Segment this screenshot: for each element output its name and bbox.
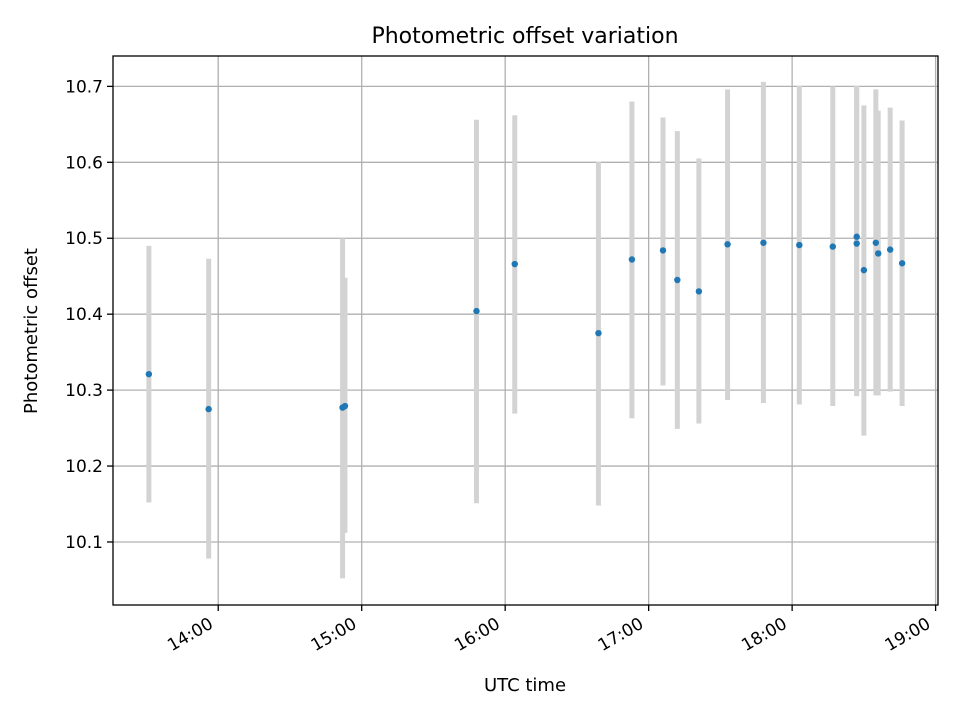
data-points xyxy=(145,233,906,413)
y-tick-label: 10.2 xyxy=(65,457,103,477)
data-point xyxy=(872,239,880,246)
data-point xyxy=(473,307,480,315)
data-point xyxy=(886,246,894,253)
data-point xyxy=(860,266,868,274)
data-point xyxy=(829,243,836,250)
plot-frame xyxy=(112,55,939,606)
y-tick-label: 10.3 xyxy=(65,381,103,401)
y-tick-label: 10.5 xyxy=(65,229,103,249)
data-point xyxy=(628,256,636,263)
data-point xyxy=(695,288,703,295)
y-tick-label: 10.4 xyxy=(65,305,103,325)
chart-title: Photometric offset variation xyxy=(371,24,678,49)
grid xyxy=(113,56,938,605)
data-point xyxy=(659,247,667,254)
y-tick-label: 10.1 xyxy=(65,533,103,553)
data-point xyxy=(853,233,860,240)
data-point xyxy=(341,402,349,410)
data-point xyxy=(875,250,882,257)
data-point xyxy=(145,370,153,378)
data-point xyxy=(205,405,212,413)
data-point xyxy=(674,276,681,284)
data-point xyxy=(511,260,518,268)
plot-area xyxy=(113,56,938,605)
y-tick-label: 10.7 xyxy=(65,77,103,97)
y-axis-label: Photometric offset xyxy=(21,248,42,414)
data-point xyxy=(898,260,906,267)
data-point xyxy=(760,239,767,246)
y-tick-label: 10.6 xyxy=(65,153,103,173)
data-point xyxy=(595,329,602,337)
data-point xyxy=(724,241,731,248)
data-point xyxy=(796,241,803,249)
x-axis-label: UTC time xyxy=(484,675,566,696)
data-point xyxy=(853,240,860,247)
